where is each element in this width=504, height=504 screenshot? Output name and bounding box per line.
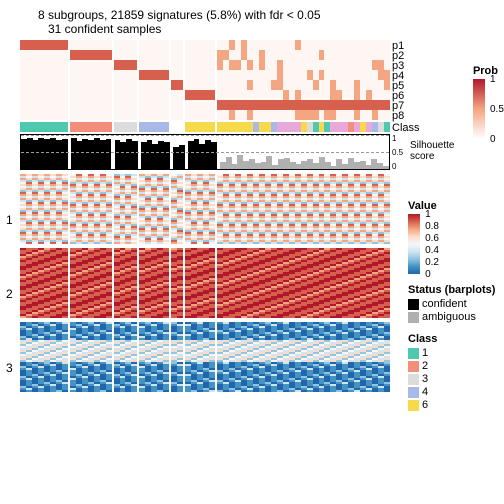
section-label: 2 [6, 287, 13, 301]
legend-item: ambiguous [408, 311, 498, 323]
legend-item: 3 [408, 373, 498, 385]
expression-heatmap [20, 174, 390, 396]
section-label: 1 [6, 213, 13, 227]
class-annotation-bar [20, 122, 390, 132]
prob-colorbar [473, 79, 485, 139]
legend-panel: Value 10.80.60.40.20 Status (barplots) c… [408, 200, 498, 421]
legend-item: 4 [408, 386, 498, 398]
silhouette-barplot [20, 134, 390, 170]
title-line-1: 8 subgroups, 21859 signatures (5.8%) wit… [38, 8, 496, 22]
title-line-2: 31 confident samples [48, 22, 496, 36]
legend-item: 6 [408, 399, 498, 411]
prob-row-label: p8 [392, 110, 404, 122]
legend-item: 2 [408, 360, 498, 372]
legend-item: 1 [408, 347, 498, 359]
value-colorbar [408, 214, 420, 274]
prob-legend: Prob 10.50 [473, 65, 498, 139]
probability-heatmap: p1p2p3p4p5p6p7p8 [20, 40, 390, 120]
section-label: 3 [6, 361, 13, 375]
figure-main: p1p2p3p4p5p6p7p8 [20, 40, 390, 396]
status-legend: Status (barplots) confidentambiguous [408, 284, 498, 323]
class-legend: Class 12346 [408, 333, 498, 411]
legend-item: confident [408, 298, 498, 310]
silhouette-label: Silhouette score [410, 140, 454, 162]
value-legend: Value 10.80.60.40.20 [408, 200, 498, 274]
class-bar-label: Class [392, 122, 420, 134]
